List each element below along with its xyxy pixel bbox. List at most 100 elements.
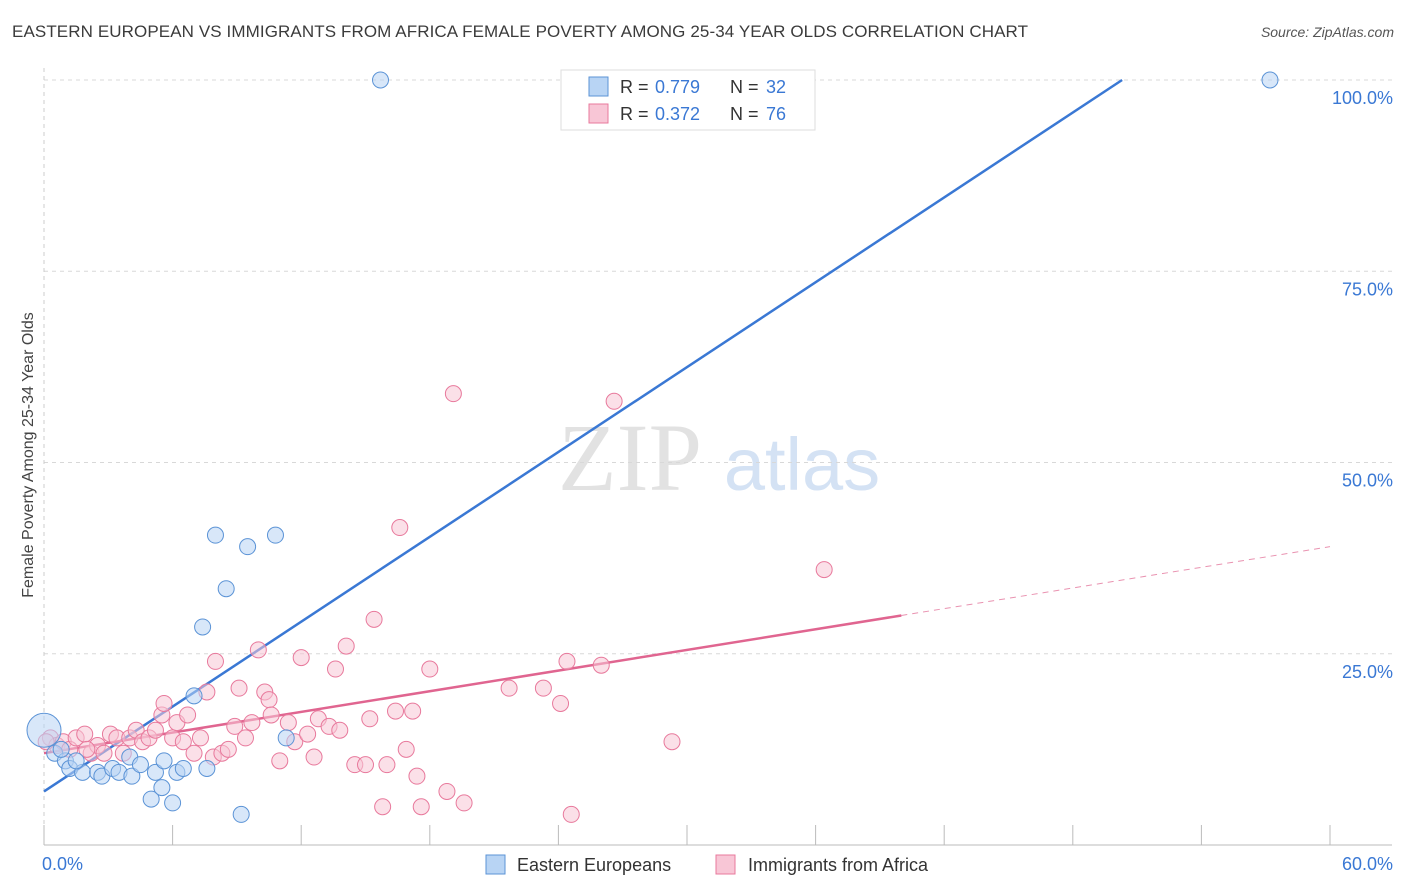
legend-swatch-pink (588, 103, 609, 124)
pink-point (815, 561, 833, 579)
bottom-legend-swatch-pink (715, 854, 736, 875)
pink-point (326, 660, 344, 678)
blue-point (131, 756, 149, 774)
legend-n-value: 76 (766, 104, 786, 124)
blue-point (206, 526, 224, 544)
pink-point (378, 756, 396, 774)
legend-r-label: R = (620, 104, 649, 124)
blue-point (155, 752, 173, 770)
pink-point (191, 729, 209, 747)
chart-title: EASTERN EUROPEAN VS IMMIGRANTS FROM AFRI… (12, 22, 1029, 41)
blue-trend-line (43, 78, 1123, 793)
blue-point (217, 580, 235, 598)
pink-point (271, 752, 289, 770)
legend-swatch-blue (588, 76, 609, 97)
watermark-zip: ZIP (558, 404, 702, 511)
pink-point (230, 679, 248, 697)
pink-point (357, 756, 374, 774)
pink-point (421, 660, 439, 678)
x-tick-label: 60.0% (1342, 854, 1393, 874)
scatter-points (26, 71, 1279, 823)
blue-point (194, 618, 212, 636)
pink-point (562, 805, 580, 823)
blue-point (153, 779, 171, 797)
pink-point (397, 740, 415, 758)
legend: R = 0.779 N = 32 R = 0.372 N = 76 (560, 69, 816, 131)
legend-r-value: 0.372 (655, 104, 700, 124)
pink-point (534, 679, 552, 697)
legend-r-label: R = (620, 77, 649, 97)
pink-point (279, 714, 297, 732)
blue-point (174, 760, 192, 777)
pink-point (305, 748, 323, 766)
pink-point (552, 694, 570, 712)
pink-point (500, 679, 518, 697)
pink-trend-extension (901, 546, 1331, 616)
pink-point (155, 694, 173, 712)
blue-point (1261, 71, 1279, 89)
legend-r-value: 0.779 (655, 77, 700, 97)
y-tick-label: 50.0% (1342, 471, 1393, 491)
blue-point (146, 763, 164, 781)
pink-point (663, 733, 681, 751)
pink-point (185, 744, 203, 762)
pink-point (337, 637, 355, 655)
x-tick-labels: 0.0% 60.0% (42, 854, 1393, 874)
legend-n-value: 32 (766, 77, 786, 97)
blue-point (239, 538, 257, 556)
bottom-legend-label: Eastern Europeans (517, 855, 671, 875)
pink-point (605, 392, 623, 410)
bottom-legend: Eastern Europeans Immigrants from Africa (485, 854, 929, 875)
pink-point (391, 519, 409, 537)
pink-point (331, 721, 349, 739)
y-tick-labels: 25.0% 50.0% 75.0% 100.0% (1332, 88, 1393, 682)
pink-point (299, 725, 317, 743)
blue-point (198, 760, 216, 777)
pink-point (361, 710, 379, 728)
pink-point (262, 706, 280, 724)
blue-point (26, 712, 62, 748)
blue-point (185, 687, 203, 705)
pink-point (438, 782, 456, 800)
pink-point (206, 652, 224, 670)
pink-point (292, 649, 310, 667)
x-tick-label: 0.0% (42, 854, 83, 874)
pink-point (219, 740, 237, 758)
pink-point (236, 729, 254, 747)
pink-point (374, 798, 392, 816)
blue-point (123, 767, 141, 785)
pink-point (146, 721, 164, 739)
pink-point (444, 385, 462, 403)
axes (43, 68, 1392, 846)
blue-point (266, 526, 284, 544)
blue-point (52, 740, 70, 758)
pink-point (95, 744, 113, 762)
pink-point (387, 702, 405, 720)
legend-n-label: N = (730, 104, 759, 124)
pink-point (78, 740, 96, 758)
blue-point (164, 794, 182, 812)
pink-point (412, 798, 430, 816)
y-tick-label: 100.0% (1332, 88, 1393, 108)
pink-point (408, 767, 426, 785)
grid (44, 79, 1392, 655)
pink-point (179, 706, 197, 724)
blue-point (67, 752, 85, 770)
y-tick-label: 25.0% (1342, 662, 1393, 682)
source-note: Source: ZipAtlas.com (1260, 24, 1394, 40)
y-axis-label: Female Poverty Among 25-34 Year Olds (20, 312, 37, 598)
y-tick-label: 75.0% (1342, 279, 1393, 299)
bottom-legend-swatch-blue (485, 854, 506, 875)
pink-point (260, 691, 278, 709)
bottom-legend-label: Immigrants from Africa (748, 855, 929, 875)
blue-point (277, 729, 295, 747)
blue-point (232, 805, 250, 823)
pink-point (404, 702, 422, 720)
pink-point (76, 725, 94, 743)
pink-trend-line (43, 614, 902, 755)
watermark-atlas: atlas (724, 423, 880, 506)
pink-point (249, 641, 267, 659)
blue-point (142, 790, 160, 808)
pink-point (558, 652, 576, 670)
pink-point (592, 656, 610, 674)
